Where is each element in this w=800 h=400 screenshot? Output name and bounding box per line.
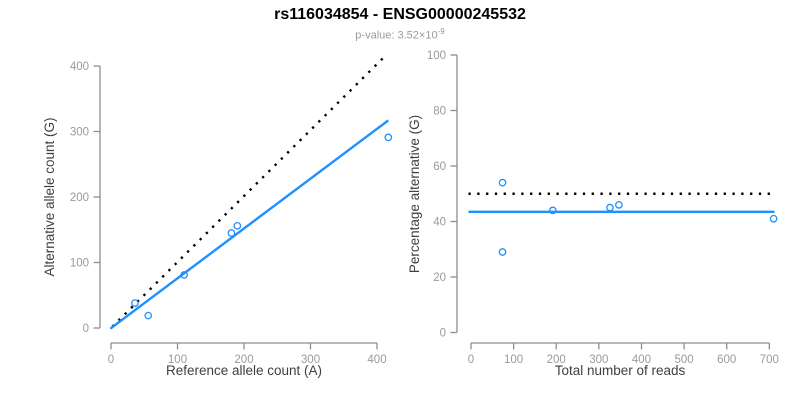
fit-line — [109, 119, 390, 330]
x-tick-label: 700 — [760, 354, 779, 366]
y-tick-label: 20 — [433, 272, 446, 284]
data-point — [615, 201, 623, 209]
x-tick-label: 400 — [632, 354, 651, 366]
x-tick-label: 200 — [234, 354, 253, 366]
figure-subtitle: p-value: 3.52×10-9 — [0, 27, 800, 42]
x-axis-label: Total number of reads — [555, 363, 686, 378]
data-point — [227, 229, 236, 237]
data-point — [498, 248, 507, 256]
figure-title: rs116034854 - ENSG00000245532 — [274, 6, 526, 23]
data-point — [384, 133, 393, 142]
data-point — [548, 206, 557, 215]
x-tick-label: 600 — [717, 354, 736, 366]
x-tick-label: 0 — [468, 354, 474, 366]
p-value-mantissa: 3.52×10 — [397, 29, 438, 42]
y-tick-label: 0 — [83, 323, 89, 335]
y-tick-label: 0 — [440, 328, 446, 340]
x-tick-label: 400 — [367, 354, 386, 366]
y-tick-label: 100 — [70, 258, 89, 270]
p-value-label: p-value: — [355, 29, 398, 42]
p-value-exponent: -9 — [437, 27, 445, 36]
data-point — [144, 311, 153, 320]
y-tick-label: 200 — [70, 192, 89, 204]
identity-line — [111, 55, 386, 328]
y-tick-label: 40 — [433, 217, 446, 229]
y-tick-label: 300 — [70, 127, 89, 139]
data-point — [498, 178, 507, 187]
data-point — [233, 221, 242, 230]
x-tick-label: 200 — [547, 354, 566, 366]
x-tick-label: 500 — [675, 354, 694, 366]
y-axis-label: Percentage alternative (G) — [407, 115, 422, 273]
x-axis-label: Reference allele count (A) — [166, 363, 322, 378]
data-point — [180, 271, 188, 279]
y-tick-label: 60 — [433, 161, 446, 173]
data-point — [606, 203, 614, 212]
y-axis-label: Alternative allele count (G) — [42, 117, 57, 276]
x-tick-label: 100 — [168, 354, 187, 366]
data-point — [769, 214, 778, 223]
y-tick-label: 80 — [433, 106, 446, 118]
data-point — [131, 299, 139, 307]
x-tick-label: 300 — [589, 354, 608, 366]
x-tick-label: 100 — [504, 354, 523, 366]
y-tick-label: 400 — [70, 61, 89, 73]
x-tick-label: 0 — [108, 354, 114, 366]
x-tick-label: 300 — [301, 354, 320, 366]
y-tick-label: 100 — [427, 50, 446, 62]
